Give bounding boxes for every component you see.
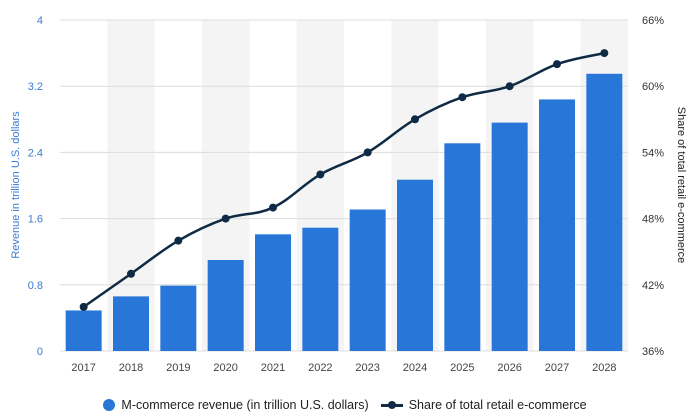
share-line (82, 51, 605, 308)
point-2018[interactable] (127, 269, 135, 278)
x-tick-label: 2020 (213, 362, 237, 374)
left-tick-label: 0 (37, 346, 43, 358)
point-2022[interactable] (316, 170, 325, 179)
left-tick-label: 3.2 (28, 81, 43, 93)
x-tick-label: 2019 (166, 362, 190, 374)
combo-chart: 00.81.62.43.24 36%42%48%54%60%66% 2017 20… (10, 15, 687, 374)
left-tick-label: 4 (37, 15, 43, 27)
right-tick-label: 42% (642, 280, 664, 292)
point-2021[interactable] (269, 203, 277, 212)
left-tick-label: 1.6 (28, 214, 43, 226)
bar-2022[interactable] (302, 227, 339, 351)
x-tick-label: 2026 (497, 362, 521, 374)
left-axis-title: Revenue in trillion U.S. dollars (10, 111, 22, 259)
right-tick-label: 48% (642, 214, 664, 226)
column-band (107, 20, 155, 351)
legend: M-commerce revenue (in trillion U.S. dol… (0, 394, 690, 416)
point-2024[interactable] (411, 115, 419, 124)
legend-label-revenue: M-commerce revenue (in trillion U.S. dol… (121, 398, 369, 412)
x-tick-label: 2021 (261, 362, 285, 374)
bar-2018[interactable] (113, 296, 149, 351)
gridlines (60, 19, 628, 352)
x-tick-label: 2028 (592, 362, 616, 374)
bar-2024[interactable] (397, 179, 433, 351)
point-2019[interactable] (174, 236, 183, 245)
left-tick-label: 0.8 (28, 280, 43, 292)
legend-label-share: Share of total retail e-commerce (408, 398, 587, 412)
right-tick-label: 54% (642, 147, 664, 159)
x-tick-label: 2025 (450, 362, 474, 374)
legend-line-point (387, 401, 396, 409)
x-tick-label: 2024 (403, 362, 427, 374)
share-line-path (82, 51, 605, 308)
x-axis-ticks: 2017 2018 2019 2020 2021 2022 2023 2024 2025 2026… (71, 362, 616, 374)
point-2026[interactable] (505, 82, 514, 91)
bar-2017[interactable] (65, 310, 102, 351)
point-2023[interactable] (363, 148, 372, 157)
bar-2027[interactable] (539, 99, 575, 351)
bar-2028[interactable] (586, 73, 623, 351)
x-tick-label: 2022 (308, 362, 332, 374)
left-tick-label: 2.4 (28, 147, 43, 159)
right-tick-label: 66% (642, 15, 664, 27)
right-axis-ticks: 36% 42% 48% 54% 60% 66% (642, 15, 664, 358)
left-axis-ticks: 0 0.8 1.6 2.4 3.2 4 (28, 15, 43, 358)
legend-line-swatch (380, 399, 403, 411)
share-points (79, 49, 609, 311)
bar-2020[interactable] (207, 259, 244, 351)
bar-2026[interactable] (491, 122, 528, 351)
legend-item-revenue[interactable]: M-commerce revenue (in trillion U.S. dol… (103, 398, 369, 412)
right-tick-label: 60% (642, 81, 664, 93)
x-tick-label: 2023 (355, 362, 379, 374)
point-2028[interactable] (600, 49, 609, 58)
revenue-bars (65, 73, 623, 351)
point-2025[interactable] (458, 93, 467, 102)
right-tick-label: 36% (642, 346, 664, 358)
x-tick-label: 2017 (71, 362, 95, 374)
bar-2019[interactable] (160, 285, 197, 351)
legend-bar-swatch (103, 399, 116, 411)
x-tick-label: 2018 (119, 362, 143, 374)
bar-2025[interactable] (444, 143, 481, 351)
x-tick-label: 2027 (545, 362, 569, 374)
point-2017[interactable] (79, 302, 88, 311)
right-axis-title: Share of total retail e-commerce (675, 107, 687, 264)
bar-2021[interactable] (255, 234, 291, 351)
bar-2023[interactable] (349, 209, 386, 351)
point-2027[interactable] (553, 60, 561, 69)
legend-item-share[interactable]: Share of total retail e-commerce (380, 398, 587, 412)
point-2020[interactable] (221, 214, 230, 223)
